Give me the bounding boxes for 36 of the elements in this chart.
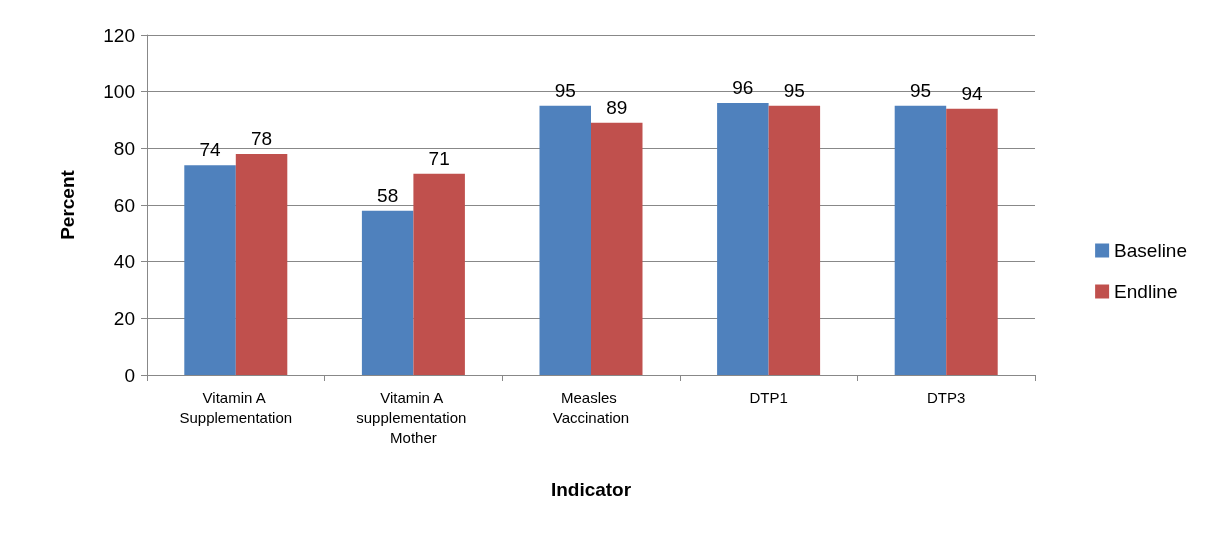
x-tick-label: Vitamin A Supplementation <box>179 388 293 426</box>
legend-label: Endline <box>1114 281 1178 302</box>
x-axis-title: Indicator <box>550 479 632 500</box>
y-axis-title: Percent <box>57 169 78 240</box>
bar <box>184 165 236 375</box>
data-label: 71 <box>428 147 450 169</box>
bar <box>413 173 465 375</box>
data-label: 89 <box>606 96 628 118</box>
y-tick-label: 60 <box>113 194 135 216</box>
x-tick-label: DTP1 <box>749 388 788 406</box>
data-label: 95 <box>554 79 576 101</box>
legend-label: Baseline <box>1114 240 1188 261</box>
bar <box>717 103 769 375</box>
y-tick-label: 80 <box>113 137 135 159</box>
bar <box>591 122 643 375</box>
x-tick-label: Measles Vaccination <box>552 388 630 426</box>
bar <box>361 210 414 375</box>
bar <box>768 105 821 375</box>
y-tick-label: 100 <box>103 81 135 103</box>
data-label: 58 <box>377 184 399 206</box>
x-tick-label: Vitamin A supplementation Mother <box>356 388 471 446</box>
y-tick-label: 40 <box>113 251 135 273</box>
bar <box>946 108 998 375</box>
y-tick-label: 120 <box>103 24 135 46</box>
y-tick-label: 0 <box>124 364 135 386</box>
data-label: 78 <box>250 128 273 149</box>
data-label: 94 <box>961 82 983 104</box>
x-tick-label: DTP3 <box>927 388 966 406</box>
data-label: 95 <box>783 79 805 101</box>
data-label: 74 <box>199 139 222 161</box>
data-label: 95 <box>909 79 932 101</box>
bar <box>894 105 947 375</box>
y-tick-label: 20 <box>113 307 135 329</box>
bar <box>235 154 288 375</box>
bar <box>539 105 591 375</box>
data-label: 96 <box>732 77 754 98</box>
